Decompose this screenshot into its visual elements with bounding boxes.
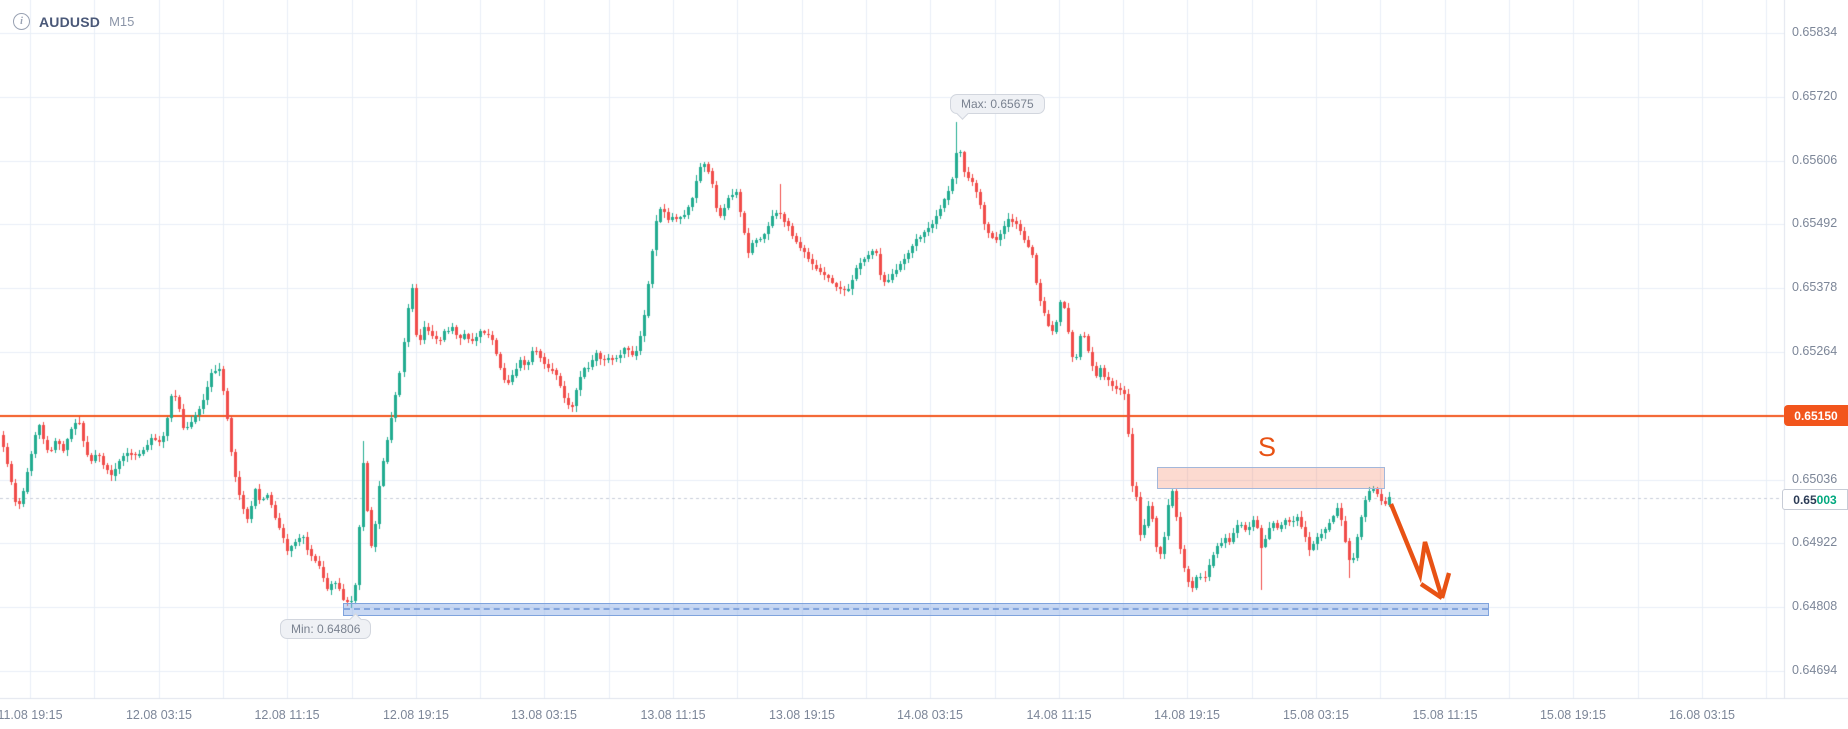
time-axis-label: 13.08 11:15 [640, 708, 706, 722]
time-axis-label: 15.08 03:15 [1282, 708, 1350, 722]
max-price-text: Max: 0.65675 [961, 97, 1034, 111]
support-level-dashed-line [344, 608, 1488, 610]
resistance-zone-label[interactable]: S [1258, 432, 1277, 462]
time-axis-label: 12.08 03:15 [125, 708, 193, 722]
price-axis-label: 0.64808 [1792, 599, 1838, 613]
time-axis-label: 15.08 19:15 [1539, 708, 1607, 722]
price-axis-label: 0.64922 [1792, 535, 1838, 549]
symbol-label[interactable]: AUDUSD [39, 13, 101, 30]
time-axis-label: 13.08 03:15 [510, 708, 578, 722]
price-axis-label: 0.65264 [1792, 344, 1838, 358]
timeframe-label[interactable]: M15 [109, 14, 135, 29]
time-axis-label: 13.08 19:15 [768, 708, 836, 722]
info-icon[interactable]: i [13, 13, 30, 30]
min-price-text: Min: 0.64806 [291, 622, 361, 636]
time-axis-label: 16.08 03:15 [1668, 708, 1736, 722]
price-axis-label: 0.65492 [1792, 216, 1838, 230]
current-price-frac: 003 [1816, 492, 1837, 507]
price-axis-label: 0.65036 [1792, 472, 1838, 486]
alert-price-label[interactable]: 0.65150 [1784, 405, 1848, 426]
max-price-tooltip: Max: 0.65675 [950, 94, 1045, 120]
current-price-int: 0.65 [1793, 492, 1817, 507]
price-axis-label: 0.65378 [1792, 280, 1838, 294]
price-axis-label: 0.65606 [1792, 153, 1838, 167]
min-price-tooltip: Min: 0.64806 [280, 613, 372, 639]
time-axis-label: 14.08 19:15 [1153, 708, 1221, 722]
price-axis-label: 0.65720 [1792, 89, 1838, 103]
time-axis-label: 12.08 19:15 [382, 708, 450, 722]
price-axis-label: 0.64694 [1792, 663, 1838, 677]
time-axis-label: 14.08 11:15 [1026, 708, 1092, 722]
current-price-label: 0.65 003 [1782, 489, 1848, 510]
time-axis-label: 15.08 11:15 [1412, 708, 1478, 722]
price-axis-label: 0.65834 [1792, 25, 1838, 39]
support-zone[interactable] [343, 603, 1489, 616]
time-axis-label: 11.08 19:15 [0, 708, 63, 722]
chart-header: i AUDUSD M15 [13, 13, 134, 30]
time-axis-label: 14.08 03:15 [896, 708, 964, 722]
resistance-zone[interactable] [1157, 467, 1385, 489]
time-axis-label: 12.08 11:15 [254, 708, 320, 722]
